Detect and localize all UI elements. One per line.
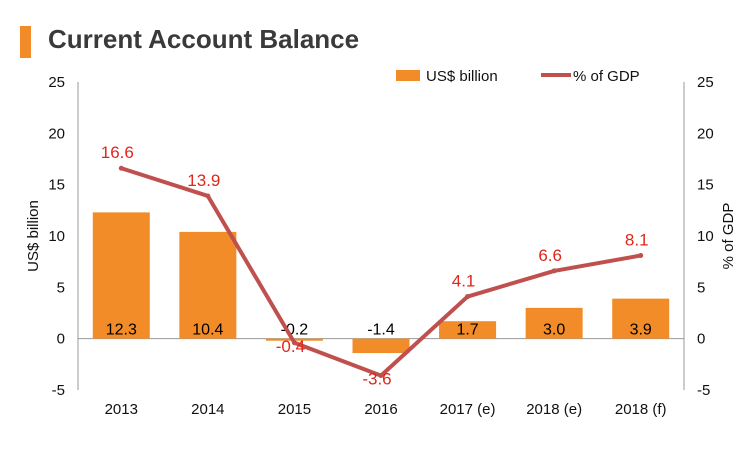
chart-title: Current Account Balance [48, 24, 360, 54]
y-tick-label: 20 [48, 125, 65, 142]
y2-tick-label: 15 [697, 177, 714, 194]
bar [352, 338, 410, 354]
y-tick-label: 15 [48, 177, 65, 194]
bar [525, 307, 583, 339]
x-tick-label: 2015 [278, 401, 311, 418]
y2-tick-label: 10 [697, 228, 714, 245]
x-tick-label: 2013 [105, 401, 138, 418]
line-data-label: 8.1 [625, 231, 649, 250]
y2-tick-label: 25 [697, 74, 714, 91]
bar-data-label: 1.7 [456, 322, 478, 339]
bar [92, 212, 150, 339]
line-point [638, 253, 644, 259]
bar-data-label: -1.4 [367, 322, 395, 339]
line-data-label: 4.1 [452, 272, 476, 291]
line-data-label: -3.6 [362, 370, 391, 389]
y2-tick-label: 0 [697, 331, 705, 348]
line-data-label: 16.6 [101, 143, 134, 162]
x-tick-label: 2014 [191, 401, 224, 418]
y-tick-label: 5 [57, 279, 65, 296]
title-accent-bar [20, 26, 31, 58]
x-tick-label: 2016 [364, 401, 397, 418]
y-tick-label: 10 [48, 228, 65, 245]
y2-tick-label: 20 [697, 125, 714, 142]
line-point [378, 373, 384, 379]
x-tick-label: 2018 (e) [526, 401, 582, 418]
line-data-label: 6.6 [538, 246, 562, 265]
y2-tick-label: 5 [697, 279, 705, 296]
legend-bar-label: US$ billion [426, 68, 498, 85]
x-tick-label: 2017 (e) [440, 401, 496, 418]
y2-tick-label: -5 [697, 382, 710, 399]
y-axis-title: US$ billion [25, 200, 42, 272]
bar [612, 298, 670, 339]
legend-line-label: % of GDP [573, 68, 640, 85]
bar-data-label: 3.9 [630, 322, 652, 339]
line-point [551, 268, 557, 274]
legend-bar-swatch [396, 70, 420, 81]
bar-data-label: 3.0 [543, 322, 565, 339]
y-tick-label: 25 [48, 74, 65, 91]
line-point [465, 294, 471, 300]
bar-data-label: 10.4 [192, 322, 223, 339]
y-tick-label: 0 [57, 331, 65, 348]
line-point [118, 165, 124, 171]
y-tick-label: -5 [52, 382, 65, 399]
line-point [205, 193, 211, 199]
line-data-label: 13.9 [187, 171, 220, 190]
line-data-label: -0.4 [276, 337, 305, 356]
bar [439, 321, 497, 339]
y2-axis-title: % of GDP [720, 203, 737, 270]
x-tick-label: 2018 (f) [615, 401, 667, 418]
bar-data-label: 12.3 [106, 322, 137, 339]
bar [179, 231, 237, 339]
line-point [291, 340, 297, 346]
